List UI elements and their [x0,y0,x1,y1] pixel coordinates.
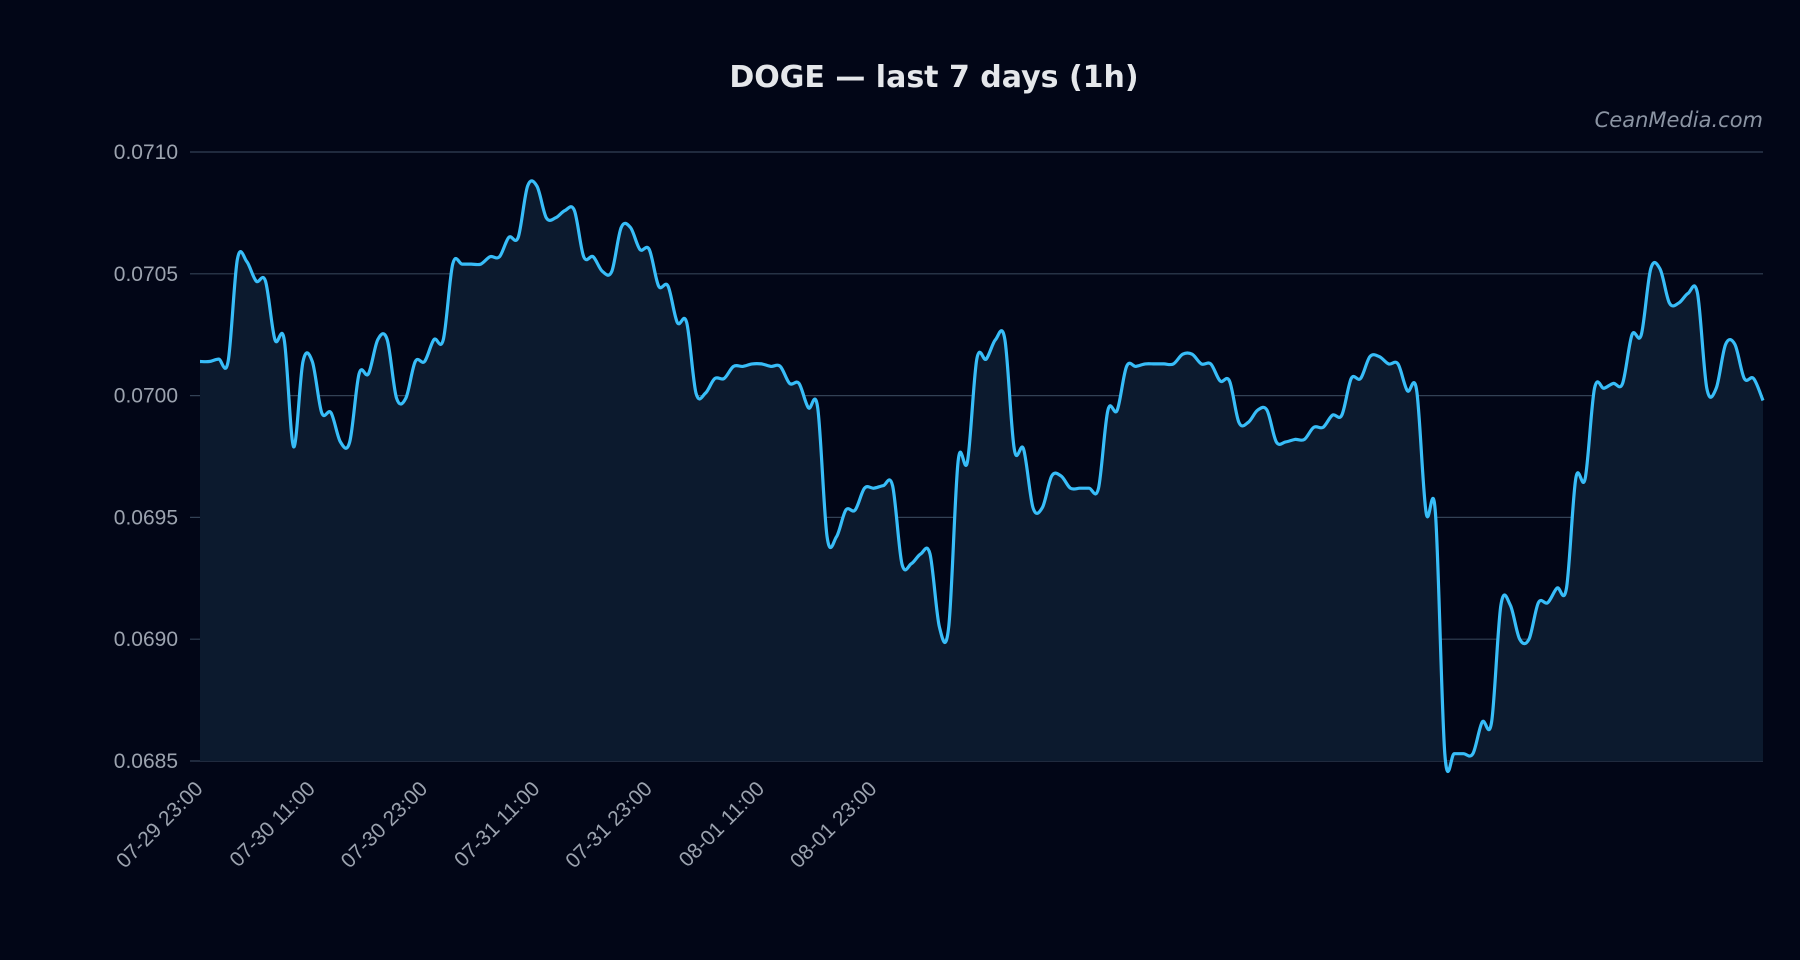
x-tick-label: 07-31 23:00 [561,777,657,873]
x-tick-label: 07-29 23:00 [112,777,208,873]
x-tick-label: 08-01 23:00 [786,777,882,873]
y-tick-label: 0.0710 [114,141,178,164]
y-tick-label: 0.0690 [114,628,178,651]
series-line [199,179,1765,774]
y-tick-label: 0.0700 [114,385,178,408]
series-area-fill [200,180,1763,772]
y-tick-label: 0.0705 [114,263,178,286]
y-tick-label: 0.0685 [114,750,178,773]
watermark-text: CeanMedia.com [1595,108,1763,132]
chart-title: DOGE — last 7 days (1h) [729,60,1138,95]
x-tick-label: 07-31 11:00 [450,777,544,871]
x-tick-label: 07-30 11:00 [225,777,319,871]
y-tick-label: 0.0695 [114,506,178,529]
x-tick-label: 08-01 11:00 [675,777,769,871]
x-tick-label: 07-30 23:00 [337,777,433,873]
y-axis-ticks: 0.0685 0.0690 0.0695 0.0700 0.0705 0.0710 [114,141,178,773]
x-axis-ticks: 07-29 23:00 07-30 11:00 07-30 23:00 07-31 1… [112,777,881,873]
